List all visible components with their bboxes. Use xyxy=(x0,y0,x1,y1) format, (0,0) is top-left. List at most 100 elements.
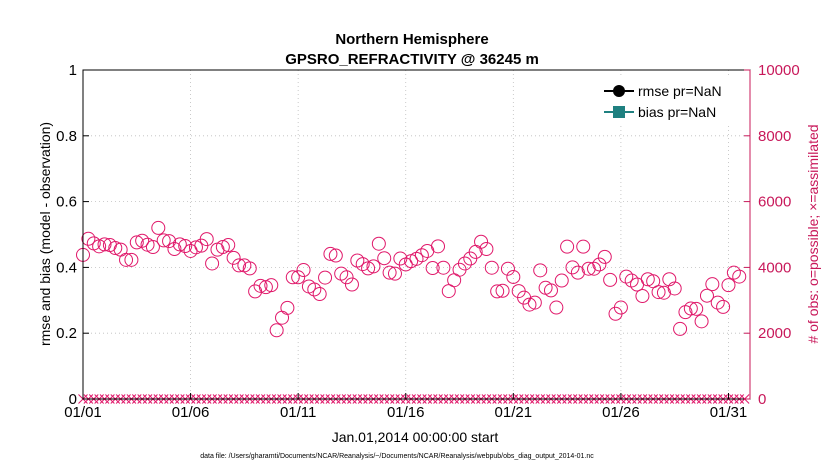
legend-bias-label: bias pr=NaN xyxy=(638,104,716,120)
left-tick-label: 0 xyxy=(69,391,77,408)
obs-possible-point xyxy=(527,295,542,310)
obs-possible-point xyxy=(635,289,650,304)
obs-possible-point xyxy=(307,282,322,297)
obs-possible-point xyxy=(167,241,182,256)
obs-possible-point xyxy=(371,236,386,251)
left-tick-label: 0.4 xyxy=(56,259,77,276)
obs-possible-point xyxy=(108,240,123,255)
obs-possible-point xyxy=(221,238,236,253)
obs-possible-point xyxy=(414,248,429,263)
obs-possible-point xyxy=(436,260,451,275)
obs-possible-point xyxy=(533,263,548,278)
obs-possible-point xyxy=(156,233,171,248)
obs-possible-point xyxy=(318,270,333,285)
obs-possible-point xyxy=(554,273,569,288)
obs-possible-point xyxy=(355,257,370,272)
obs-possible-point xyxy=(205,256,220,271)
obs-possible-point xyxy=(119,252,134,267)
obs-possible-point xyxy=(705,277,720,292)
obs-possible-point xyxy=(597,249,612,264)
left-y-ticks: 0 0.2 0.4 0.6 0.8 1 xyxy=(56,62,89,408)
right-tick-label: 2000 xyxy=(758,325,791,342)
legend-item-rmse: rmse pr=NaN xyxy=(604,83,722,99)
legend-rmse-marker xyxy=(613,85,625,97)
obs-possible-point xyxy=(549,300,564,315)
obs-possible-point xyxy=(275,310,290,325)
right-tick-label: 4000 xyxy=(758,259,791,276)
obs-possible-point xyxy=(651,285,666,300)
obs-possible-point xyxy=(587,261,602,276)
x-axis-label: Jan.01,2014 00:00:00 start xyxy=(332,429,499,445)
obs-possible-point xyxy=(694,314,709,329)
obs-possible-point xyxy=(145,240,160,255)
obs-possible-point xyxy=(366,259,381,274)
obs-possible-point xyxy=(576,239,591,254)
obs-possible-point xyxy=(538,280,553,295)
obs-possible-point xyxy=(603,272,618,287)
legend-bias-marker xyxy=(613,106,625,118)
obs-possible-point xyxy=(721,278,736,293)
obs-possible-point xyxy=(570,265,585,280)
obs-possible-point xyxy=(683,301,698,316)
x-tick-label: 01/26 xyxy=(602,404,640,421)
obs-possible-point xyxy=(231,258,246,273)
obs-possible-point xyxy=(667,281,682,296)
obs-possible-point xyxy=(339,270,354,285)
obs-possible-point xyxy=(710,295,725,310)
obs-possible-point xyxy=(129,235,144,250)
obs-possible-point xyxy=(662,272,677,287)
legend: rmse pr=NaN bias pr=NaN xyxy=(596,76,746,124)
obs-possible-point xyxy=(199,232,214,247)
obs-possible-point xyxy=(425,261,440,276)
obs-possible-point xyxy=(323,246,338,261)
obs-possible-point xyxy=(613,300,628,315)
chart-title: Northern Hemisphere xyxy=(335,31,488,48)
obs-possible-point xyxy=(162,234,177,249)
obs-possible-point xyxy=(264,278,279,293)
legend-item-bias: bias pr=NaN xyxy=(604,104,716,120)
obs-possible-point xyxy=(506,269,521,284)
obs-possible-point xyxy=(565,260,580,275)
obs-possible-point xyxy=(344,277,359,292)
obs-possible-point xyxy=(689,301,704,316)
obs-possible-point xyxy=(726,265,741,280)
obs-possible-point xyxy=(280,300,295,315)
obs-possible-point xyxy=(172,237,187,252)
obs-possible-point xyxy=(479,241,494,256)
obs-possible-point xyxy=(226,250,241,265)
left-y-axis-label: rmse and bias (model - observation) xyxy=(37,122,53,346)
x-tick-label: 01/21 xyxy=(495,404,533,421)
obs-possible-point xyxy=(640,272,655,287)
obs-possible-point xyxy=(269,323,284,338)
obs-possible-point xyxy=(382,265,397,280)
x-ticks: 01/01 01/06 01/11 01/16 01/21 01/26 01/31 xyxy=(64,393,747,421)
obs-possible-point xyxy=(178,239,193,254)
obs-possible-point xyxy=(673,321,688,336)
right-tick-label: 0 xyxy=(758,391,766,408)
right-y-ticks: 0 2000 4000 6000 8000 10000 xyxy=(744,62,800,408)
right-tick-label: 10000 xyxy=(758,62,800,79)
obs-possible-point xyxy=(285,270,300,285)
obs-possible-point xyxy=(543,283,558,298)
obs-possible-point xyxy=(457,256,472,271)
obs-possible-point xyxy=(242,261,257,276)
obs-possible-point xyxy=(716,299,731,314)
obs-possible-point xyxy=(560,239,575,254)
x-tick-label: 01/01 xyxy=(64,404,102,421)
obs-possible-point xyxy=(215,240,230,255)
obs-possible-point xyxy=(732,269,747,284)
data-file-footnote: data file: /Users/gharamti/Documents/NCA… xyxy=(200,453,594,460)
obs-possible-point xyxy=(474,234,489,249)
obs-possible-point xyxy=(619,269,634,284)
left-tick-label: 0.8 xyxy=(56,128,77,145)
obs-possible-point xyxy=(97,237,112,252)
chart-subtitle: GPSRO_REFRACTIVITY @ 36245 m xyxy=(285,51,539,68)
obs-possible-point xyxy=(495,283,510,298)
obs-possible-point xyxy=(312,287,327,302)
obs-possible-point xyxy=(699,288,714,303)
obs-possible-point xyxy=(361,261,376,276)
obs-possible-point xyxy=(81,231,96,246)
obs-possible-point xyxy=(188,240,203,255)
obs-possible-point xyxy=(624,273,639,288)
obs-possible-point xyxy=(377,251,392,266)
